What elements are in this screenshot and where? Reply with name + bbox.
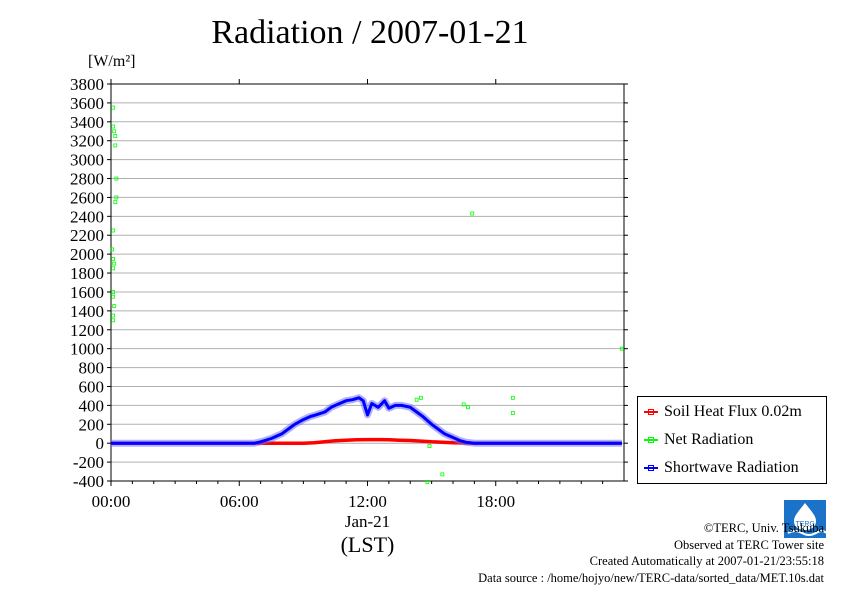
y-tick-label: 400: [79, 396, 105, 415]
x-tick-label: 06:00: [220, 492, 259, 511]
shortwave-radiation-band: [111, 394, 622, 447]
legend-item-net-radiation: Net Radiation: [644, 429, 753, 451]
net-radiation-point: [427, 444, 432, 448]
legend-label: Soil Heat Flux 0.02m: [664, 403, 802, 420]
net-radiation-point: [111, 290, 116, 294]
net-radiation-point: [113, 200, 118, 205]
y-tick-label: 600: [79, 377, 105, 396]
credits: ©TERC, Univ. Tsukuba Observed at TERC To…: [478, 520, 824, 586]
y-tick-label: 3200: [70, 132, 104, 151]
y-tick-label: 2400: [70, 207, 104, 226]
legend-item-soil-heat-flux: Soil Heat Flux 0.02m: [644, 401, 802, 423]
net-radiation-point: [414, 397, 419, 402]
y-tick-label: 1400: [70, 302, 104, 321]
y-tick-label: 2000: [70, 245, 104, 264]
y-axis-unit: [W/m²]: [88, 53, 136, 70]
net-radiation-point: [440, 472, 445, 477]
legend-swatch-red: [644, 411, 658, 413]
y-tick-label: 2800: [70, 170, 104, 189]
y-tick-label: 1600: [70, 283, 104, 302]
net-radiation-point: [111, 266, 116, 271]
tick-labels: -400-20002004006008001000120014001600180…: [70, 75, 515, 557]
terc-logo: TERC: [784, 500, 826, 538]
y-tick-label: 200: [79, 415, 105, 434]
net-radiation-point: [510, 411, 515, 415]
logo-text: TERC: [795, 521, 814, 528]
net-radiation-point: [112, 304, 117, 309]
y-tick-label: 1000: [70, 340, 104, 359]
y-tick-label: 3400: [70, 113, 104, 132]
y-tick-label: 2600: [70, 188, 104, 207]
legend-swatch-blue: [644, 467, 658, 469]
net-radiation-point: [111, 313, 116, 318]
net-radiation-point: [114, 195, 119, 200]
net-radiation-point: [111, 318, 116, 323]
x-axis-label: Jan-21: [345, 512, 390, 531]
series-layer: [110, 105, 624, 484]
y-tick-label: 3800: [70, 75, 104, 94]
net-radiation-point: [112, 261, 117, 266]
net-radiation-point: [110, 247, 114, 252]
y-tick-label: 0: [96, 434, 105, 453]
y-tick-label: 800: [79, 359, 105, 378]
x-tick-label: 18:00: [476, 492, 515, 511]
net-radiation-point: [619, 346, 624, 351]
net-radiation-point: [461, 402, 466, 407]
net-radiation-point: [113, 143, 118, 148]
y-tick-label: -200: [73, 453, 104, 472]
net-radiation-point: [111, 228, 116, 233]
legend-swatch-green: [644, 439, 658, 441]
net-radiation-point: [510, 395, 515, 400]
net-radiation-point: [113, 134, 118, 138]
legend-item-shortwave-radiation: Shortwave Radiation: [644, 457, 799, 479]
legend-label: Net Radiation: [664, 431, 754, 448]
y-tick-label: 3600: [70, 94, 104, 113]
x-tick-label: 00:00: [92, 492, 131, 511]
x-axis-label-lst: (LST): [341, 532, 395, 557]
chart-title: Radiation / 2007-01-21: [211, 14, 529, 51]
legend-label: Shortwave Radiation: [664, 459, 799, 476]
y-tick-label: 1200: [70, 321, 104, 340]
y-tick-label: 1800: [70, 264, 104, 283]
net-radiation-point: [419, 395, 423, 400]
net-radiation-point: [111, 256, 116, 261]
net-radiation-point: [111, 105, 116, 110]
net-radiation-point: [466, 405, 470, 410]
net-radiation-point: [111, 294, 116, 299]
net-radiation-point: [425, 480, 430, 484]
y-tick-label: 2200: [70, 226, 104, 245]
credit-line: Created Automatically at 2007-01-21/23:5…: [589, 554, 824, 568]
net-radiation-point: [111, 124, 116, 129]
credit-line: Observed at TERC Tower site: [673, 537, 824, 552]
net-radiation-point: [114, 176, 119, 181]
net-radiation-point: [470, 211, 475, 216]
axes: [107, 79, 628, 486]
plot-frame: [110, 83, 625, 482]
y-tick-label: 3000: [70, 151, 104, 170]
net-radiation-point: [112, 129, 117, 134]
grid-lines: [111, 83, 624, 482]
credit-line: Data source : /home/hojyo/new/TERC-data/…: [478, 570, 824, 585]
credit-line: ©TERC, Univ. Tsukuba: [703, 521, 824, 535]
shortwave-radiation-line: [111, 396, 622, 445]
y-tick-label: -400: [73, 472, 104, 491]
x-tick-label: 12:00: [348, 492, 387, 511]
legend: Soil Heat Flux 0.02m Net Radiation Short…: [637, 396, 827, 484]
